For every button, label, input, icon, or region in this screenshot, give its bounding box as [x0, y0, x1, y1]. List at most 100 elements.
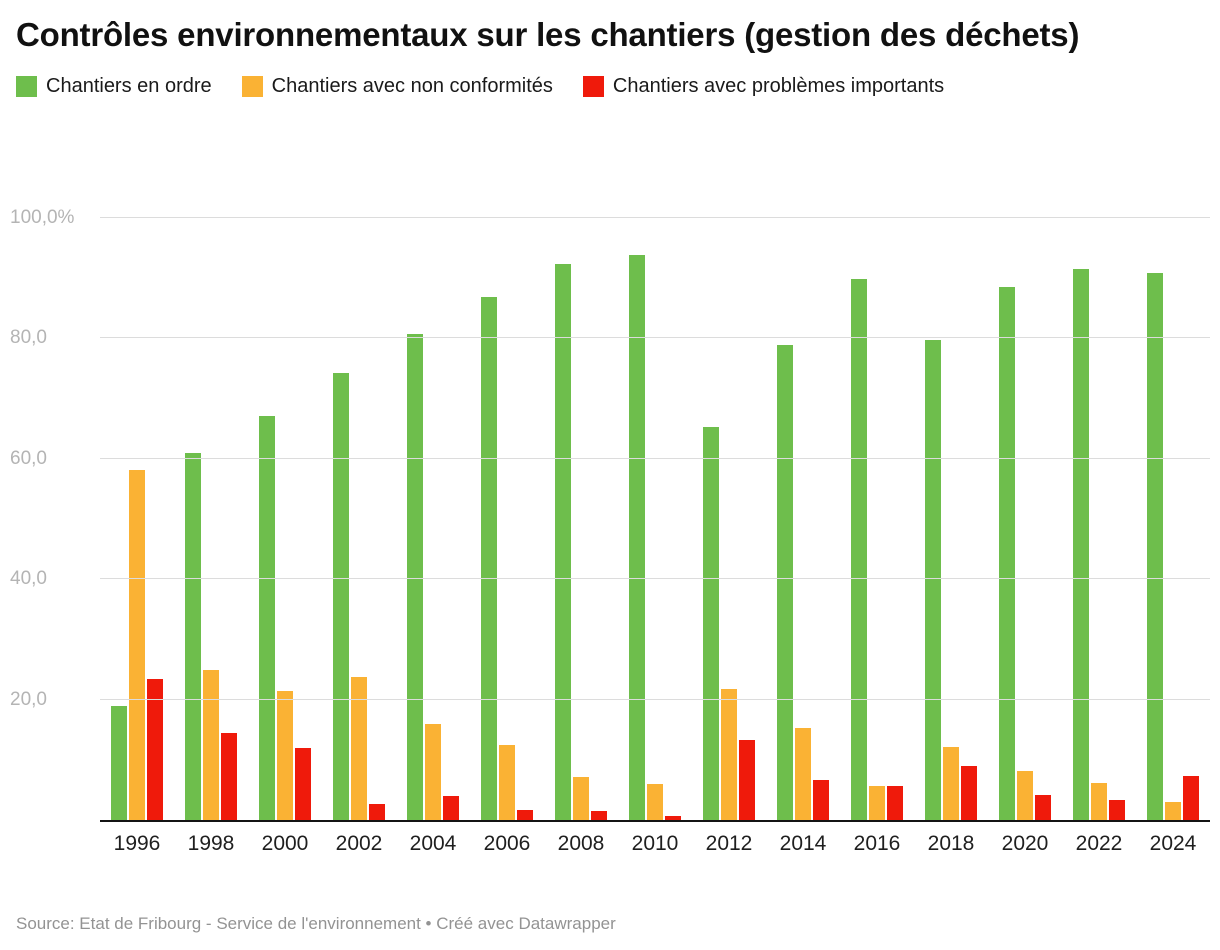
bar[interactable] — [203, 669, 219, 820]
bar[interactable] — [943, 746, 959, 820]
bar[interactable] — [1017, 770, 1033, 820]
bar[interactable] — [1147, 272, 1163, 820]
chart-title: Contrôles environnementaux sur les chant… — [16, 16, 1080, 53]
legend-swatch-green — [16, 75, 37, 97]
bar[interactable] — [1091, 783, 1107, 820]
bar-group — [174, 218, 248, 820]
bar-group — [1136, 218, 1210, 820]
bar[interactable] — [573, 776, 589, 820]
source-attribution: Source: Etat de Fribourg - Service de l'… — [16, 914, 616, 933]
bar-group — [322, 218, 396, 820]
bar[interactable] — [147, 679, 163, 820]
x-axis-tick-label: 2010 — [631, 832, 679, 855]
bar[interactable] — [629, 255, 645, 820]
bar-group — [1062, 218, 1136, 820]
bar-group — [248, 218, 322, 820]
bar[interactable] — [739, 739, 755, 820]
y-axis-tick-label: 80,0 — [10, 327, 47, 349]
bar[interactable] — [259, 416, 275, 820]
y-axis-tick-label: 20,0 — [10, 688, 47, 710]
bar[interactable] — [869, 786, 885, 820]
x-axis-tick-label: 2024 — [1149, 832, 1197, 855]
y-axis-tick-label: 100,0% — [10, 207, 75, 228]
bar[interactable] — [999, 286, 1015, 820]
bar[interactable] — [721, 688, 737, 820]
bar-group — [470, 218, 544, 820]
y-axis-tick-label: 40,0 — [10, 568, 47, 590]
bar[interactable] — [407, 334, 423, 820]
bar[interactable] — [1109, 800, 1125, 820]
bar[interactable] — [591, 810, 607, 820]
bar[interactable] — [443, 795, 459, 820]
gridline — [100, 457, 1210, 459]
x-axis-tick-label: 2018 — [927, 832, 975, 855]
bar[interactable] — [333, 373, 349, 820]
legend-item-non-conformites: Chantiers avec non conformités — [241, 75, 553, 98]
bar[interactable] — [481, 297, 497, 820]
bar[interactable] — [555, 264, 571, 820]
bar[interactable] — [111, 706, 127, 820]
gridline — [100, 337, 1210, 339]
bar[interactable] — [499, 745, 515, 820]
bar[interactable] — [795, 727, 811, 820]
x-axis-tick-label: 2006 — [483, 832, 531, 855]
x-axis-tick-label: 2012 — [705, 832, 753, 855]
bar[interactable] — [517, 809, 533, 820]
bar[interactable] — [277, 691, 293, 820]
bar[interactable] — [1183, 776, 1199, 820]
bar[interactable] — [665, 815, 681, 820]
bar[interactable] — [425, 724, 441, 820]
bar-group — [914, 218, 988, 820]
bar-groups — [100, 218, 1210, 820]
legend-item-en-ordre: Chantiers en ordre — [16, 75, 212, 98]
x-axis-tick-label: 2020 — [1001, 832, 1049, 855]
x-axis-tick-label: 2004 — [409, 832, 457, 855]
x-axis-tick-label: 2000 — [261, 832, 309, 855]
gridline — [100, 217, 1210, 218]
bar[interactable] — [221, 733, 237, 820]
x-axis-tick-label: 2022 — [1075, 832, 1123, 855]
bar[interactable] — [1073, 269, 1089, 820]
bar[interactable] — [813, 779, 829, 820]
bar-group — [766, 218, 840, 820]
bar[interactable] — [647, 783, 663, 820]
bar-group — [100, 218, 174, 820]
chart-legend: Chantiers en ordre Chantiers avec non co… — [0, 55, 1220, 98]
bar[interactable] — [1165, 801, 1181, 820]
plot-area: 20,0 40,0 60,0 80,0 100,0% — [10, 208, 1210, 822]
bar-group — [840, 218, 914, 820]
x-axis-tick-label: 2014 — [779, 832, 827, 855]
bar[interactable] — [351, 677, 367, 820]
bar[interactable] — [777, 345, 793, 820]
x-axis-tick-label: 1996 — [113, 832, 161, 855]
y-axis-tick-label: 60,0 — [10, 447, 47, 469]
bar[interactable] — [1035, 795, 1051, 820]
bar[interactable] — [129, 469, 145, 820]
bar[interactable] — [961, 766, 977, 820]
bar[interactable] — [887, 786, 903, 820]
bar[interactable] — [295, 748, 311, 820]
legend-item-problemes: Chantiers avec problèmes importants — [582, 74, 945, 98]
bar-group — [618, 218, 692, 820]
legend-swatch-orange — [241, 75, 263, 97]
gridline — [100, 578, 1210, 580]
x-axis-tick-label: 2002 — [335, 832, 383, 855]
gridline — [100, 698, 1210, 700]
legend-label: Chantiers en ordre — [46, 74, 212, 97]
x-axis-labels: 1996 1998 2000 2002 2004 2006 2008 2010 2012 2014… — [100, 832, 1210, 856]
bar[interactable] — [851, 279, 867, 820]
bar[interactable] — [703, 426, 719, 820]
x-axis-tick-label: 2008 — [557, 832, 605, 855]
x-axis-tick-label: 2016 — [853, 832, 901, 855]
legend-label: Chantiers avec problèmes importants — [612, 74, 945, 97]
legend-swatch-red — [582, 75, 604, 97]
bar-group — [544, 218, 618, 820]
bar[interactable] — [185, 452, 201, 820]
x-axis-tick-label: 1998 — [187, 832, 235, 855]
bar-group — [396, 218, 470, 820]
bar-group — [692, 218, 766, 820]
bar[interactable] — [925, 339, 941, 820]
bar-group — [988, 218, 1062, 820]
bar[interactable] — [369, 804, 385, 820]
